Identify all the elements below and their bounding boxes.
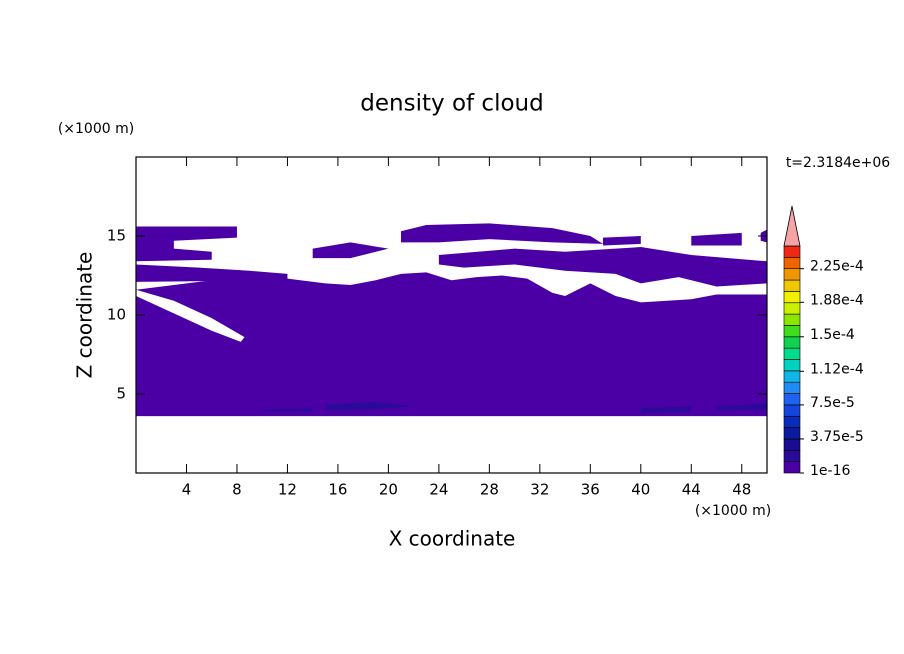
colorbar-bin	[783, 370, 801, 383]
colorbar-bin	[783, 415, 801, 428]
colorbar-bin	[783, 291, 801, 304]
contour-region	[691, 232, 742, 246]
colorbar-bin	[783, 404, 801, 417]
contour-region	[438, 247, 767, 287]
contour-region	[136, 272, 767, 417]
colorbar-tick-label: 3.75e-5	[810, 429, 864, 445]
colorbar-tick-label: 1e-16	[810, 463, 850, 479]
colorbar-bin	[783, 381, 801, 394]
colorbar-bin	[783, 427, 801, 440]
contour-region	[640, 406, 692, 413]
x-tick-label: 44	[682, 481, 701, 499]
x-tick-label: 8	[232, 481, 242, 499]
x-tick-label: 4	[182, 481, 192, 499]
x-tick-label: 36	[581, 481, 600, 499]
time-annotation: t=2.3184e+06	[786, 155, 890, 171]
x-tick-label: 32	[530, 481, 549, 499]
colorbar-bin	[783, 438, 801, 451]
colorbar-tick-label: 2.25e-4	[810, 259, 864, 275]
x-tick-label: 16	[328, 481, 347, 499]
colorbar-tick-label: 1.88e-4	[810, 292, 864, 308]
colorbar-bin	[783, 313, 801, 326]
contour-region	[136, 264, 288, 282]
chart-title: density of cloud	[360, 91, 543, 117]
x-unit: (×1000 m)	[695, 503, 771, 519]
contour-region	[716, 403, 767, 410]
colorbar-bin	[783, 336, 801, 349]
x-tick-label: 48	[732, 481, 751, 499]
y-tick-label: 15	[107, 227, 126, 245]
contour-region	[136, 226, 237, 262]
y-axis-title: Z coordinate	[73, 252, 97, 379]
y-unit: (×1000 m)	[58, 121, 134, 137]
y-tick-label: 5	[116, 385, 126, 403]
x-tick-label: 28	[480, 481, 499, 499]
colorbar-bin	[783, 279, 801, 292]
contour-region	[262, 408, 313, 412]
colorbar-bin	[783, 257, 801, 270]
colorbar-bin	[783, 302, 801, 315]
colorbar-bin	[783, 347, 801, 360]
colorbar-extension	[783, 205, 801, 247]
x-tick-label: 20	[379, 481, 398, 499]
contour-region	[401, 223, 603, 244]
y-tick-label: 10	[107, 306, 126, 324]
colorbar-bin	[783, 461, 801, 474]
x-tick-label: 24	[429, 481, 448, 499]
colorbar-bin	[783, 325, 801, 338]
x-axis-title: X coordinate	[389, 527, 516, 551]
x-tick-label: 40	[631, 481, 650, 499]
x-tick-label: 12	[278, 481, 297, 499]
colorbar-tick-label: 1.5e-4	[810, 327, 855, 343]
colorbar-bin	[783, 245, 801, 258]
colorbar-bin	[783, 449, 801, 462]
colorbar-bin	[783, 359, 801, 372]
contour-region	[325, 401, 414, 410]
colorbar-bin	[783, 393, 801, 406]
colorbar-tick-label: 7.5e-5	[810, 395, 855, 411]
colorbar-tick-label: 1.12e-4	[810, 361, 864, 377]
contour-region	[602, 236, 641, 246]
colorbar-bin	[783, 268, 801, 281]
contour-region	[312, 242, 389, 259]
